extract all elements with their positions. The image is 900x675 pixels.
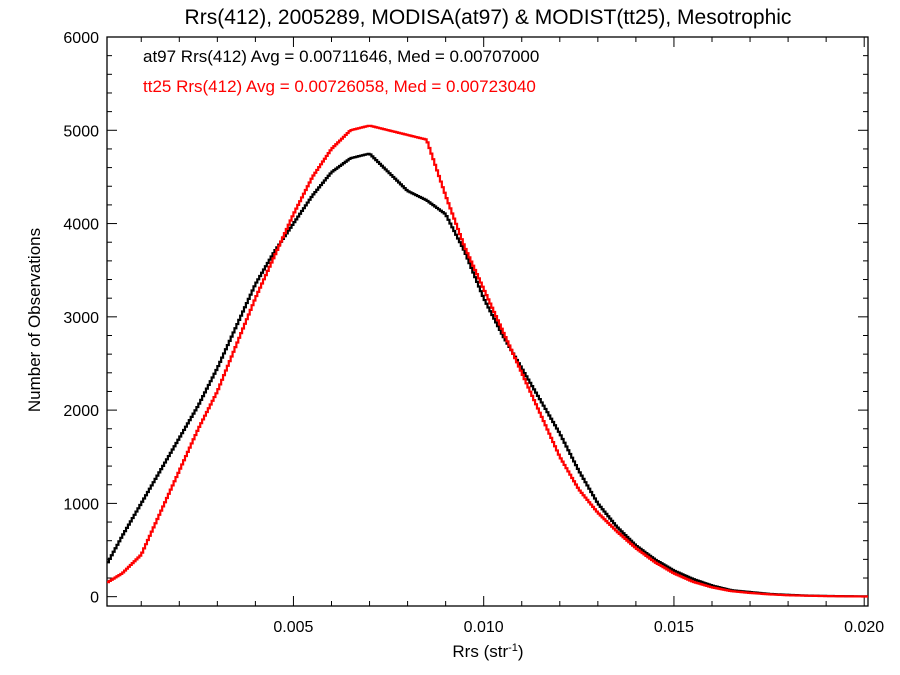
legend-tt25: tt25 Rrs(412) Avg = 0.00726058, Med = 0.… [143, 77, 536, 96]
y-tick-label: 3000 [63, 310, 99, 327]
legend-at97: at97 Rrs(412) Avg = 0.00711646, Med = 0.… [143, 47, 539, 66]
y-tick-label: 4000 [63, 217, 99, 234]
plot-border [106, 36, 869, 607]
series-at97-line [107, 152, 868, 598]
x-tick-label: 0.005 [273, 619, 313, 636]
y-tick-label: 5000 [63, 123, 99, 140]
y-axis-label: Number of Observations [25, 228, 44, 412]
x-tick-label: 0.020 [844, 619, 884, 636]
chart-title: Rrs(412), 2005289, MODISA(at97) & MODIST… [185, 6, 792, 29]
plot-frame [106, 36, 869, 607]
x-axis: 0.005 0.010 0.015 0.020 [140, 37, 884, 636]
series-tt25-line [107, 124, 868, 598]
y-tick-label: 2000 [63, 403, 99, 420]
x-tick-label: 0.015 [654, 619, 694, 636]
x-tick-label: 0.010 [464, 619, 504, 636]
y-tick-label: 1000 [63, 496, 99, 513]
series-group [107, 124, 868, 598]
x-axis-label: Rrs (str-1) [452, 642, 523, 661]
legend: at97 Rrs(412) Avg = 0.00711646, Med = 0.… [143, 47, 539, 96]
y-tick-label: 6000 [63, 30, 99, 47]
y-tick-label: 0 [90, 590, 99, 607]
y-axis: 0 1000 2000 3000 4000 5000 6000 [63, 30, 868, 607]
